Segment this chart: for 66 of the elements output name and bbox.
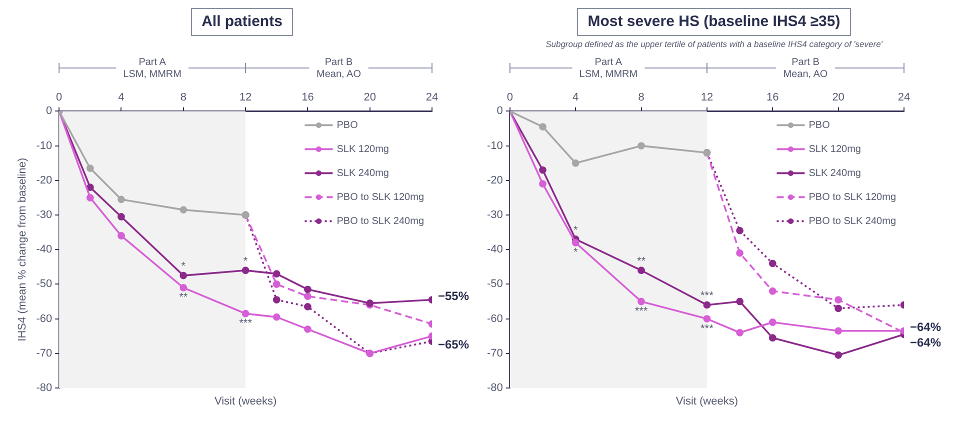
annotation: −64% bbox=[910, 336, 942, 350]
annotation: *** bbox=[700, 290, 714, 302]
y-tick-label: -20 bbox=[486, 174, 503, 186]
legend-label: SLK 120mg bbox=[808, 144, 861, 155]
annotation: * bbox=[573, 246, 578, 259]
legend-label: SLK 120mg bbox=[336, 144, 389, 155]
x-tick-label: 12 bbox=[239, 92, 252, 104]
y-tick-label: -80 bbox=[36, 382, 52, 394]
x-tick-label: 4 bbox=[572, 92, 579, 104]
x-tick-label: 16 bbox=[302, 92, 314, 104]
x-tick-label: 8 bbox=[638, 92, 644, 104]
y-tick-label: -10 bbox=[36, 140, 52, 152]
x-tick-label: 20 bbox=[832, 92, 844, 104]
chart-title: Most severe HS (baseline IHS4 ≥35) bbox=[576, 8, 852, 36]
annotation: *** bbox=[634, 306, 648, 318]
annotation: *** bbox=[700, 322, 714, 335]
x-axis-title: Visit (weeks) bbox=[214, 396, 277, 408]
legend-label: PBO to SLK 120mg bbox=[808, 192, 896, 203]
y-tick-label: -10 bbox=[486, 140, 503, 152]
x-tick-label: 16 bbox=[766, 92, 779, 104]
x-tick-label: 0 bbox=[506, 92, 513, 104]
annotation: * bbox=[573, 224, 578, 236]
y-tick-label: -50 bbox=[36, 278, 52, 290]
legend-label: PBO to SLK 120mg bbox=[336, 192, 424, 203]
text: Part A LSM, MMRM bbox=[123, 56, 182, 80]
annotation: *** bbox=[239, 318, 253, 330]
legend-label: PBO to SLK 240mg bbox=[808, 216, 896, 227]
x-tick-label: 0 bbox=[56, 92, 62, 104]
chart-subtitle: Subgroup defined as the upper tertile of patients with a baseline IHS4 category of 'severe' bbox=[546, 38, 882, 51]
y-tick-label: -60 bbox=[486, 312, 503, 325]
y-tick-label: -40 bbox=[486, 244, 503, 256]
x-tick-label: 8 bbox=[180, 92, 186, 104]
x-tick-label: 24 bbox=[898, 92, 910, 104]
legend-label: PBO to SLK 240mg bbox=[336, 216, 424, 227]
y-tick-label: -80 bbox=[486, 382, 503, 394]
legend-label: PBO bbox=[336, 120, 358, 131]
y-tick-label: -40 bbox=[36, 244, 52, 256]
legend-label: SLK 240mg bbox=[336, 168, 389, 179]
y-tick-label: 0 bbox=[496, 105, 503, 118]
legend-label: PBO bbox=[808, 120, 830, 131]
annotation: −64% bbox=[910, 320, 942, 334]
y-tick-label: -50 bbox=[486, 278, 503, 290]
y-tick-label: -70 bbox=[36, 347, 52, 360]
chart-title: All patients bbox=[190, 8, 294, 36]
annotation: ** bbox=[179, 292, 188, 304]
x-tick-label: 24 bbox=[426, 92, 438, 104]
y-tick-label: -60 bbox=[36, 312, 52, 325]
x-tick-label: 4 bbox=[118, 92, 124, 104]
y-axis-title: IHS4 (mean % change from baseline) bbox=[16, 158, 29, 342]
text: Part A LSM, MMRM bbox=[579, 56, 638, 80]
text: Part B Mean, AO bbox=[783, 56, 828, 80]
annotation: ** bbox=[636, 255, 646, 268]
annotation: −65% bbox=[438, 337, 470, 352]
y-tick-label: -30 bbox=[486, 209, 503, 222]
annotation: * bbox=[181, 260, 186, 273]
x-axis-title: Visit (weeks) bbox=[676, 396, 738, 408]
annotation: * bbox=[243, 255, 248, 268]
y-tick-label: 0 bbox=[46, 105, 52, 118]
y-tick-label: -20 bbox=[36, 174, 52, 186]
y-tick-label: -30 bbox=[36, 209, 52, 222]
x-tick-label: 12 bbox=[700, 92, 714, 104]
x-tick-label: 20 bbox=[364, 92, 376, 104]
annotation: −55% bbox=[438, 289, 470, 304]
text: Part B Mean, AO bbox=[316, 56, 362, 80]
legend-label: SLK 240mg bbox=[808, 168, 861, 179]
y-tick-label: -70 bbox=[486, 347, 503, 360]
